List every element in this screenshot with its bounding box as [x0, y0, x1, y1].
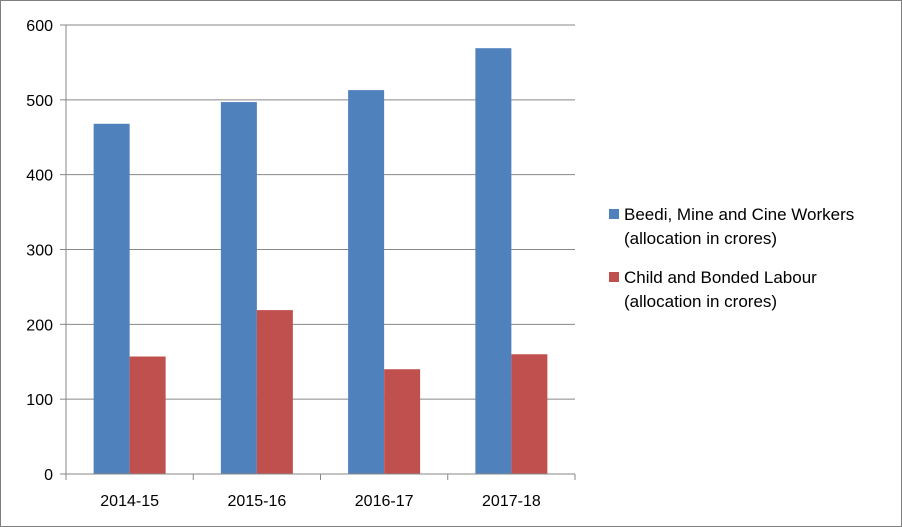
tick-labels: 0 100 200 300 400 500 600 2014-15 2015-16 2016-17…	[26, 18, 541, 510]
y-tick-label: 300	[26, 243, 53, 260]
y-tick-label: 500	[26, 93, 53, 110]
axes	[60, 24, 576, 480]
legend-swatch-1	[609, 209, 619, 219]
x-tick-label: 2014-15	[100, 493, 159, 510]
legend-label-1: Beedi, Mine and Cine Workers	[624, 205, 854, 224]
x-tick-label: 2016-17	[355, 493, 414, 510]
legend-swatch-2	[609, 272, 619, 282]
legend-label-1: (allocation in crores)	[624, 229, 777, 248]
legend: Beedi, Mine and Cine Workers (allocation …	[609, 205, 854, 311]
y-tick-label: 200	[26, 317, 53, 334]
bar-series-1-2014-15	[93, 123, 130, 474]
bars	[93, 48, 548, 474]
bar-series-2-2017-18	[511, 354, 548, 474]
bar-series-1-2017-18	[475, 48, 512, 474]
y-tick-label: 100	[26, 392, 53, 409]
bar-series-1-2015-16	[220, 102, 257, 474]
bar-series-1-2016-17	[348, 90, 385, 474]
bar-series-2-2014-15	[129, 356, 166, 474]
bar-series-2-2015-16	[256, 310, 293, 474]
bar-series-2-2016-17	[384, 369, 421, 474]
y-tick-label: 0	[44, 467, 53, 484]
legend-label-2: Child and Bonded Labour	[624, 268, 817, 287]
x-tick-label: 2015-16	[228, 493, 287, 510]
x-tick-label: 2017-18	[482, 493, 541, 510]
y-tick-label: 400	[26, 168, 53, 185]
legend-label-2: (allocation in crores)	[624, 292, 777, 311]
y-tick-label: 600	[26, 18, 53, 35]
